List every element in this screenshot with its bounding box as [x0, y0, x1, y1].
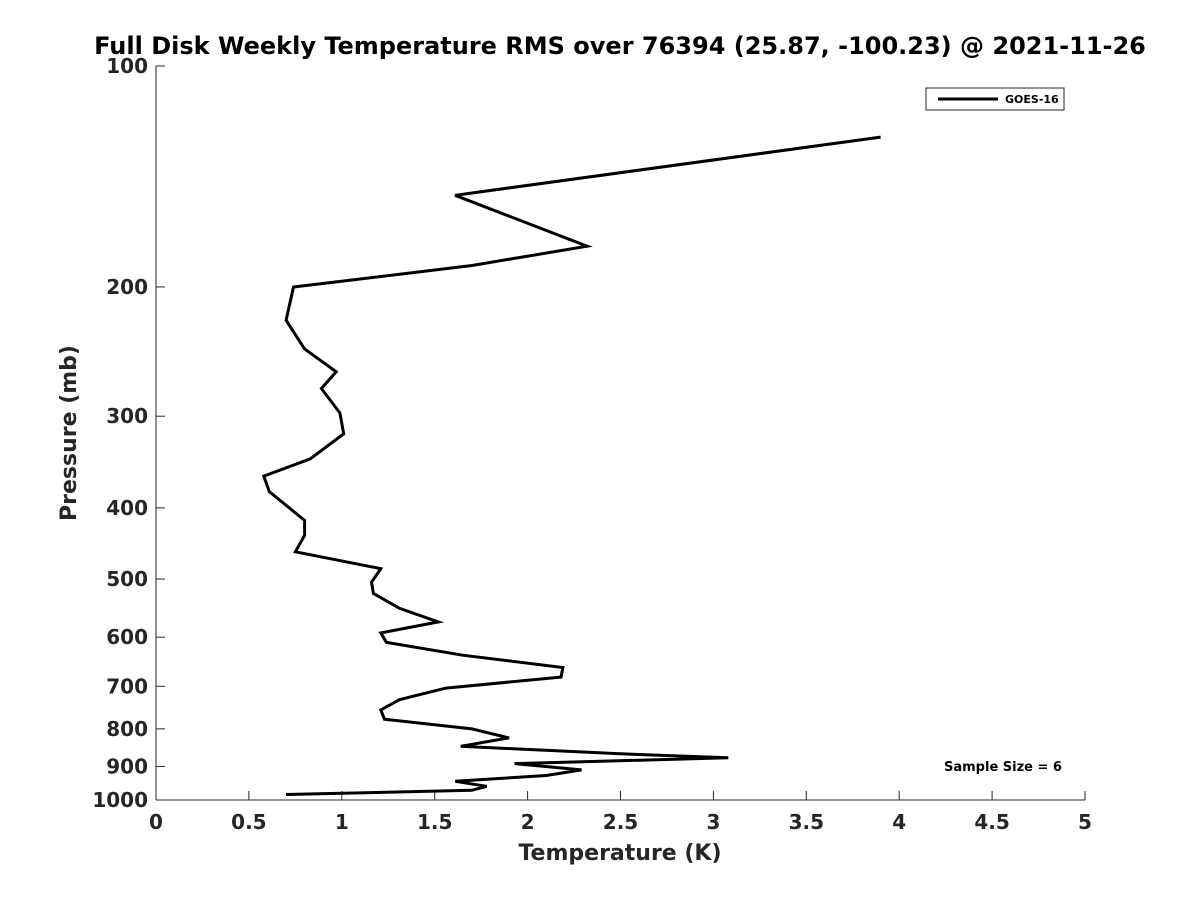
x-tick-label: 3.5 — [789, 810, 824, 834]
y-tick-label: 700 — [106, 674, 148, 698]
legend: GOES-16 — [925, 87, 1065, 111]
x-tick-label: 4 — [892, 810, 906, 834]
y-tick-label: 500 — [106, 567, 148, 591]
y-tick-label: 100 — [106, 54, 148, 78]
x-axis-label: Temperature (K) — [518, 841, 721, 866]
x-tick-label: 5 — [1078, 810, 1092, 834]
x-tick-label: 0.5 — [231, 810, 266, 834]
y-axis-label: Pressure (mb) — [57, 345, 82, 521]
axes — [155, 66, 1085, 801]
y-tick-label: 800 — [106, 717, 148, 741]
x-tick-label: 0 — [149, 810, 163, 834]
y-tick-label: 300 — [106, 404, 148, 428]
x-tick-label: 4.5 — [974, 810, 1009, 834]
y-tick-label: 1000 — [92, 788, 148, 812]
y-tick-label: 400 — [106, 496, 148, 520]
series-line-goes-16 — [261, 135, 881, 796]
x-ticks: 0 0.5 1 1.5 2 2.5 3 3.5 4 4.5 5 — [149, 791, 1092, 834]
x-tick-label: 1 — [335, 810, 349, 834]
y-ticks: 100 200 300 400 500 600 700 800 900 1000 — [92, 54, 165, 812]
x-tick-label: 2.5 — [603, 810, 638, 834]
series-layer — [261, 135, 881, 796]
y-tick-label: 600 — [106, 625, 148, 649]
x-tick-label: 2 — [521, 810, 535, 834]
legend-label-goes-16: GOES-16 — [1005, 93, 1059, 106]
y-tick-label: 200 — [106, 275, 148, 299]
chart-title: Full Disk Weekly Temperature RMS over 76… — [94, 32, 1146, 60]
sample-size-annotation: Sample Size = 6 — [944, 760, 1062, 775]
x-tick-label: 3 — [706, 810, 720, 834]
x-tick-label: 1.5 — [417, 810, 452, 834]
y-tick-label: 900 — [106, 754, 148, 778]
